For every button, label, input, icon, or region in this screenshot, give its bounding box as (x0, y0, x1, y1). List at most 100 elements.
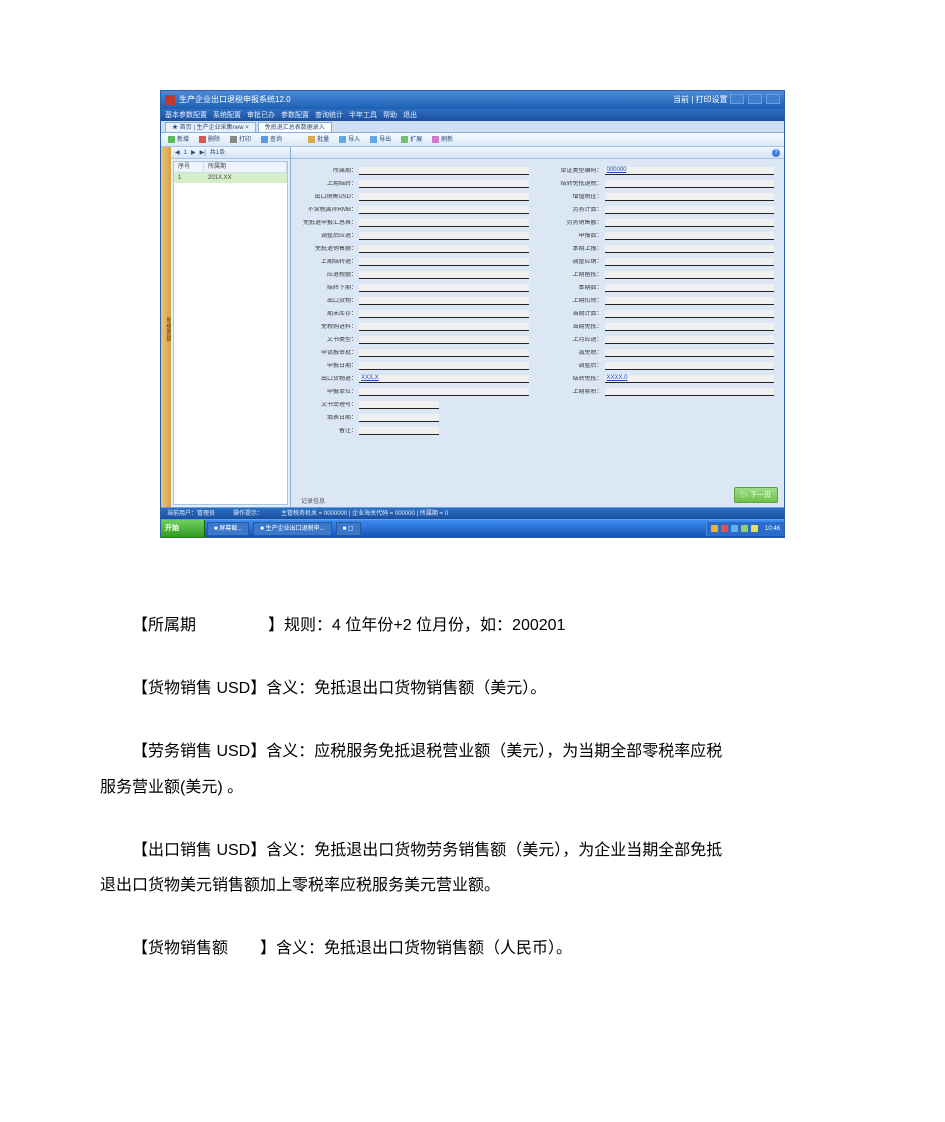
field-label: 结转免抵退税： (547, 181, 605, 187)
field-input[interactable] (359, 336, 529, 344)
menu-item[interactable]: 系统配置 (213, 112, 241, 119)
tb-search[interactable]: 查询 (258, 136, 285, 143)
field-input[interactable] (359, 362, 529, 370)
field-input[interactable] (605, 180, 775, 188)
nav-last[interactable]: ▶| (200, 150, 206, 156)
field-input[interactable]: XXX.X (359, 375, 529, 383)
minimize-button[interactable] (730, 94, 744, 104)
field-input[interactable] (359, 167, 529, 175)
field-input[interactable] (605, 310, 775, 318)
tb-add[interactable]: 新增 (165, 136, 192, 143)
tb-import[interactable]: 导入 (336, 136, 363, 143)
field-input[interactable] (359, 193, 529, 201)
field-input[interactable] (359, 401, 439, 409)
form-row-right: 上期扣除： (547, 295, 775, 306)
close-button[interactable] (766, 94, 780, 104)
form-row-right: 上期留抵： (547, 269, 775, 280)
tb-export[interactable]: 导出 (367, 136, 394, 143)
field-label: 不含税离岸RMB： (301, 207, 359, 213)
field-input[interactable] (359, 232, 529, 240)
doc-p1: 【所属期】规则：4 位年份+2 位月份，如：200201 (132, 608, 845, 643)
brand-badge[interactable]: ▷ 下一页 (734, 487, 778, 503)
field-input[interactable] (605, 206, 775, 214)
field-label: 调整后： (547, 363, 605, 369)
field-input[interactable] (359, 245, 529, 253)
field-input[interactable] (605, 388, 775, 396)
field-input[interactable] (359, 349, 529, 357)
field-input[interactable] (605, 362, 775, 370)
help-icon[interactable]: ? (772, 149, 780, 157)
field-input[interactable] (359, 297, 529, 305)
form-row-left: 免税购进料： (301, 321, 529, 332)
field-input[interactable] (359, 206, 529, 214)
tray-icon[interactable] (741, 525, 748, 532)
form-row-right: 调整应纳： (547, 256, 775, 267)
field-input[interactable] (359, 414, 439, 422)
field-input[interactable] (605, 349, 775, 357)
form-header: ? (291, 147, 784, 159)
title-right-text: 当前 | 打印设置 (673, 96, 728, 104)
field-input[interactable] (359, 258, 529, 266)
field-input[interactable] (605, 297, 775, 305)
tab-home[interactable]: ★ 首页 | 生产企业采集new × (165, 122, 256, 132)
form-row-left: 免抵退申报汇总表： (301, 217, 529, 228)
taskbar-item[interactable]: ■ ▢ (336, 522, 361, 536)
nav-first[interactable]: ◀ (175, 150, 180, 156)
field-input[interactable] (605, 336, 775, 344)
field-input[interactable] (359, 219, 529, 227)
form-row-right: 单证类型编码：000000 (547, 165, 775, 176)
field-input[interactable] (605, 193, 775, 201)
taskbar-item[interactable]: ■ 生产企业出口退税申... (253, 522, 331, 536)
field-input[interactable] (605, 271, 775, 279)
field-label: 结转免抵： (547, 376, 605, 382)
tb-delete[interactable]: 删除 (196, 136, 223, 143)
field-input[interactable] (359, 271, 529, 279)
menu-item[interactable]: 参数配置 (281, 112, 309, 119)
tree-row[interactable]: 1 201X.XX (174, 173, 287, 183)
menu-item[interactable]: 半年工具 (349, 112, 377, 119)
form-row-left: 上期结转退： (301, 256, 529, 267)
screenshot-container: 生产企业出口退税申报系统12.0 当前 | 打印设置 基本参数配置 系统配置 审… (160, 90, 785, 538)
field-label: 上期扣除： (547, 298, 605, 304)
tb-refresh[interactable]: 刷新 (429, 136, 456, 143)
field-input[interactable] (605, 245, 775, 253)
tb-extend[interactable]: 扩展 (398, 136, 425, 143)
field-input[interactable] (359, 427, 439, 435)
taskbar-item[interactable]: ■ 屏幕截... (207, 522, 249, 536)
field-input[interactable] (359, 388, 529, 396)
menu-item[interactable]: 审批已办 (247, 112, 275, 119)
start-button[interactable]: 开始 (161, 520, 205, 537)
menu-item[interactable]: 帮助 (383, 112, 397, 119)
maximize-button[interactable] (748, 94, 762, 104)
tray-icon[interactable] (751, 525, 758, 532)
field-input[interactable]: 000000 (605, 167, 775, 175)
tab-form[interactable]: 免抵退汇总表数据录入 (258, 122, 332, 132)
field-input[interactable] (605, 219, 775, 227)
tray-icon[interactable] (731, 525, 738, 532)
menu-item[interactable]: 退出 (403, 112, 417, 119)
tb-batch[interactable]: 批量 (305, 136, 332, 143)
nav-next[interactable]: ▶ (191, 150, 196, 156)
tray-icon[interactable] (711, 525, 718, 532)
tray-icon[interactable] (721, 525, 728, 532)
menu-item[interactable]: 查询统计 (315, 112, 343, 119)
field-input[interactable] (605, 258, 775, 266)
field-input[interactable] (359, 180, 529, 188)
field-input[interactable] (359, 323, 529, 331)
field-label: 所属期： (301, 168, 359, 174)
field-input[interactable] (605, 323, 775, 331)
side-vertical-tab[interactable]: 明细数据 (161, 147, 171, 507)
menu-item[interactable]: 基本参数配置 (165, 112, 207, 119)
field-input[interactable] (605, 284, 775, 292)
form-row-right: 上期累积： (547, 386, 775, 397)
field-input[interactable] (359, 284, 529, 292)
form-row-right: 结转免抵：XXXX.0 (547, 373, 775, 384)
form-row-left: 期末库存： (301, 308, 529, 319)
field-label: 增值税征： (547, 194, 605, 200)
field-input[interactable] (605, 232, 775, 240)
field-input[interactable] (359, 310, 529, 318)
doc-p2: 【货物销售 USD】含义：免抵退出口货物销售额（美元）。 (132, 671, 845, 706)
toolbar: 新增 删除 打印 查询 批量 导入 导出 扩展 刷新 (161, 133, 784, 147)
tb-print[interactable]: 打印 (227, 136, 254, 143)
field-input[interactable]: XXXX.0 (605, 375, 775, 383)
